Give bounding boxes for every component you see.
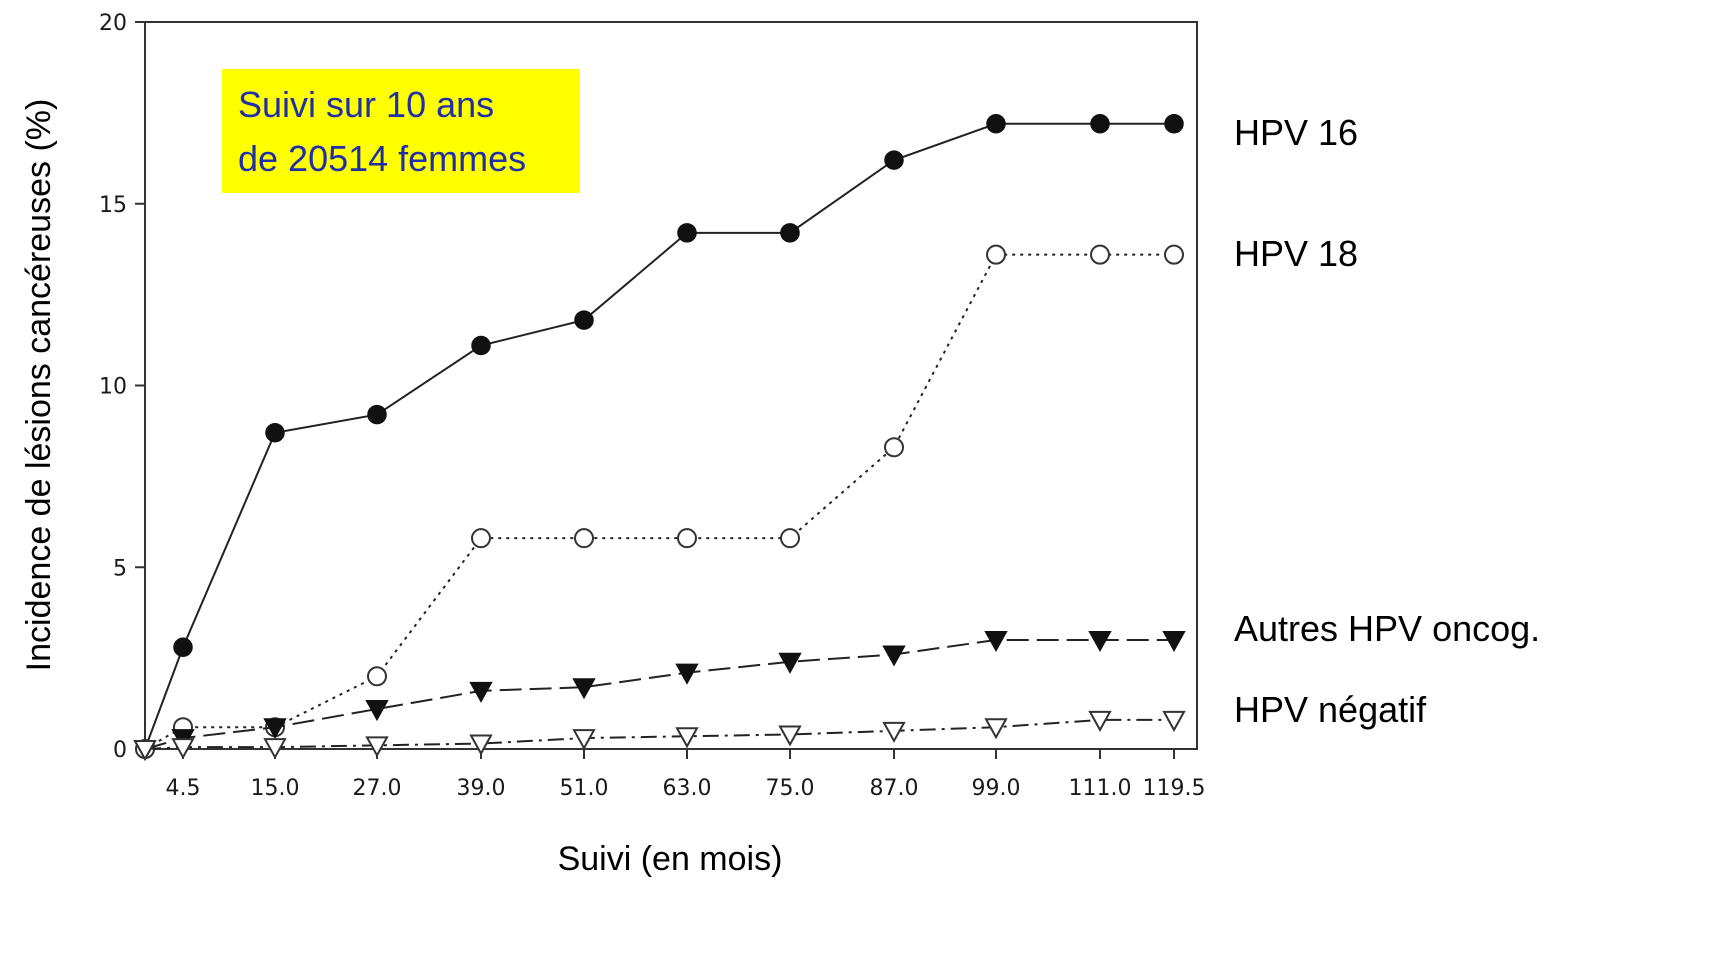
data-point [780,528,800,549]
data-point [365,700,389,722]
data-point [675,727,699,749]
series-2 [133,630,1186,762]
x-ticks: 4.5 15.0 27.0 39.0 51.0 63.0 75.0 87.0 99.0 111.0… [166,749,1206,801]
series-line [144,638,1174,750]
series-1 [135,244,1184,759]
series-label: HPV 18 [1234,233,1358,274]
series-layer [133,114,1186,762]
x-tick-label: 111.0 [1069,776,1132,801]
data-point [1164,114,1184,134]
y-tick-label: 20 [99,11,127,36]
series-3 [133,710,1186,762]
x-tick-label: 87.0 [870,776,919,801]
series-label: Autres HPV oncog. [1234,608,1540,649]
x-axis-title: Suivi (en mois) [558,840,783,878]
x-tick-label: 75.0 [766,776,815,801]
data-point [1162,710,1186,732]
series-labels: HPV 16 HPV 18 Autres HPV oncog. HPV négatif [1234,112,1540,730]
x-tick-label: 27.0 [353,776,402,801]
annotation-line-2: de 20514 femmes [238,138,526,179]
y-axis-title: Incidence de lésions cancéreuses (%) [20,99,58,672]
data-point [471,528,491,549]
x-tick-label: 15.0 [251,776,300,801]
data-point [778,652,802,674]
data-point [572,729,596,751]
y-tick-label: 15 [99,193,127,218]
data-point [171,738,195,760]
data-point [986,114,1006,134]
x-tick-label: 63.0 [663,776,712,801]
y-tick-label: 5 [113,556,127,581]
x-tick-label: 119.5 [1143,776,1206,801]
data-point [1164,244,1184,265]
data-point [365,736,389,758]
data-point [778,725,802,747]
data-point [469,681,493,703]
annotation-line-1: Suivi sur 10 ans [238,84,494,125]
data-point [263,718,287,740]
data-point [173,637,193,657]
data-point [677,223,697,243]
data-point [265,423,285,443]
data-point [367,404,387,425]
data-point [471,335,491,356]
x-tick-label: 51.0 [560,776,609,801]
x-tick-label: 39.0 [457,776,506,801]
data-point [367,666,387,687]
data-point [469,734,493,756]
data-point [986,244,1006,265]
y-tick-label: 0 [113,738,127,763]
data-point [574,310,594,330]
data-point [1090,244,1110,265]
data-point [574,528,594,549]
series-line [144,122,1174,750]
series-label: HPV négatif [1234,689,1427,730]
x-tick-label: 99.0 [972,776,1021,801]
data-point [884,437,904,458]
data-point [984,718,1008,740]
x-tick-label: 4.5 [166,776,201,801]
data-point [263,738,287,760]
data-point [884,150,904,170]
data-point [984,630,1008,653]
data-point [1162,630,1186,653]
y-tick-label: 10 [99,375,127,400]
annotation-box [222,69,580,193]
data-point [572,678,596,700]
data-point [882,721,906,743]
y-ticks: 0 5 10 15 20 [99,11,145,763]
data-point [1088,710,1112,732]
data-point [1090,114,1110,134]
series-line [144,718,1174,750]
series-label: HPV 16 [1234,112,1358,153]
series-0 [135,114,1184,759]
data-point [882,645,906,667]
series-line [144,253,1174,750]
data-point [133,740,157,762]
data-point [780,223,800,243]
data-point [675,663,699,685]
data-point [677,528,697,549]
data-point [1088,630,1112,653]
